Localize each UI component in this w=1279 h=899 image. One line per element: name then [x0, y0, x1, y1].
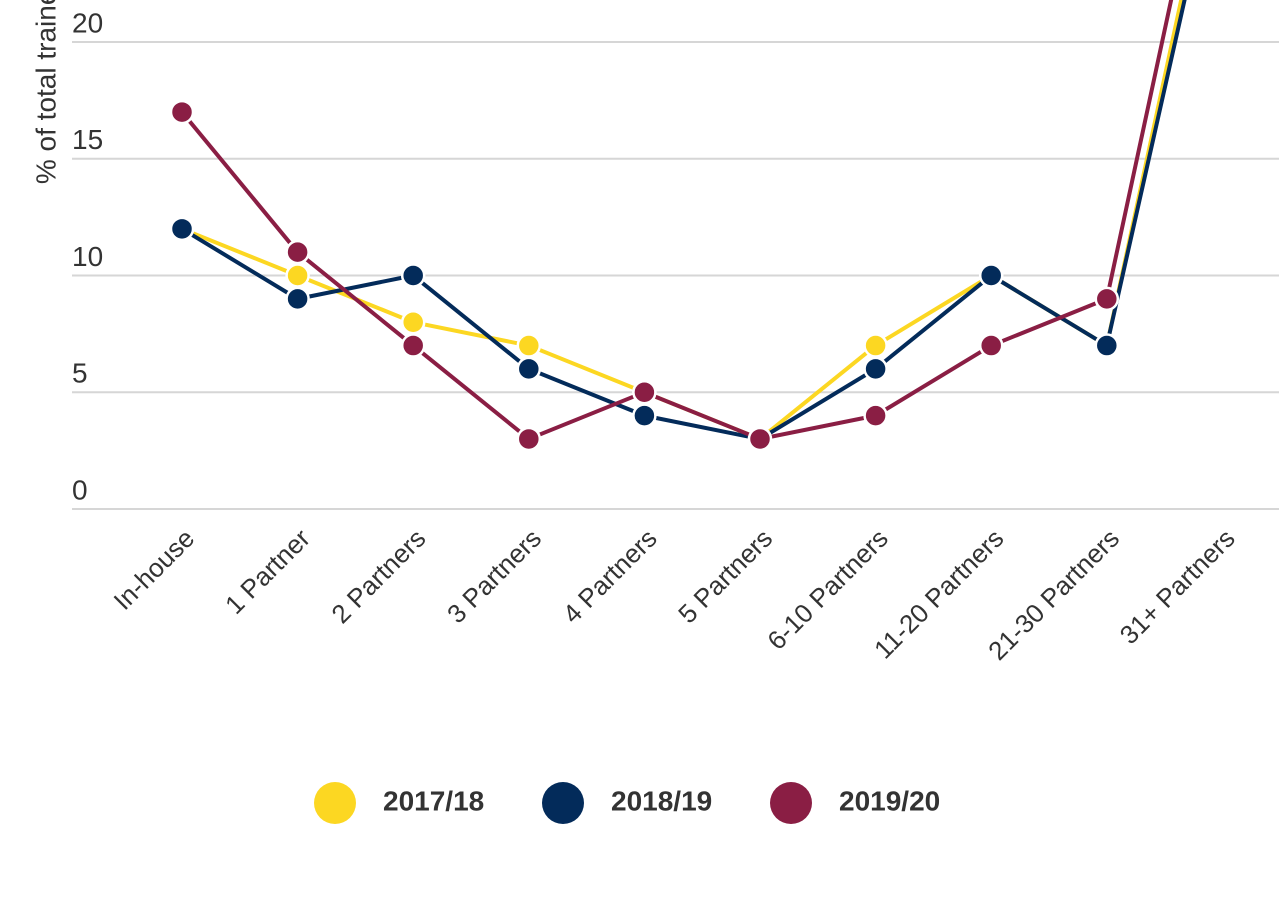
data-point	[400, 333, 426, 358]
data-point	[863, 403, 888, 428]
data-point	[978, 333, 1004, 358]
y-axis-label: % of total trainees	[30, 0, 61, 184]
legend-swatch	[770, 782, 812, 824]
data-point	[632, 380, 657, 405]
data-point	[516, 333, 542, 358]
data-point	[1094, 333, 1120, 358]
x-tick-label: 5 Partners	[672, 523, 778, 629]
data-point	[1094, 286, 1120, 312]
y-tick-label: 10	[72, 241, 103, 272]
y-tick-label: 0	[72, 474, 88, 505]
data-point	[863, 333, 888, 358]
series-line	[180, 0, 1174, 441]
legend-swatch	[314, 782, 356, 824]
data-point	[863, 356, 888, 382]
data-point	[978, 263, 1004, 288]
data-point	[169, 99, 195, 125]
data-point	[632, 403, 657, 428]
data-point	[516, 356, 542, 382]
x-tick-label: 1 Partner	[219, 523, 316, 620]
legend-label: 2017/18	[383, 785, 484, 816]
x-tick-label: 2 Partners	[325, 523, 431, 629]
legend-label: 2019/20	[839, 785, 940, 816]
data-point	[400, 309, 426, 335]
x-tick-label: 6-10 Partners	[761, 523, 894, 656]
plot-area	[169, 0, 1187, 452]
data-point	[285, 263, 310, 288]
data-point	[516, 426, 542, 452]
x-tick-label: 31+ Partners	[1114, 523, 1241, 650]
legend-label: 2018/19	[611, 785, 712, 816]
x-tick-label: 3 Partners	[441, 523, 547, 629]
x-tick-label: In-house	[107, 523, 200, 616]
y-tick-label: 20	[72, 7, 103, 38]
data-point	[747, 426, 773, 452]
data-point	[285, 286, 310, 312]
data-point	[169, 216, 195, 242]
y-tick-label: 5	[72, 358, 88, 389]
data-point	[285, 239, 310, 265]
legend-swatch	[542, 782, 584, 824]
data-point	[400, 263, 426, 288]
x-tick-label: 4 Partners	[557, 523, 663, 629]
series-line	[181, 0, 1184, 441]
series-line	[180, 0, 1187, 441]
y-tick-label: 15	[72, 124, 103, 155]
